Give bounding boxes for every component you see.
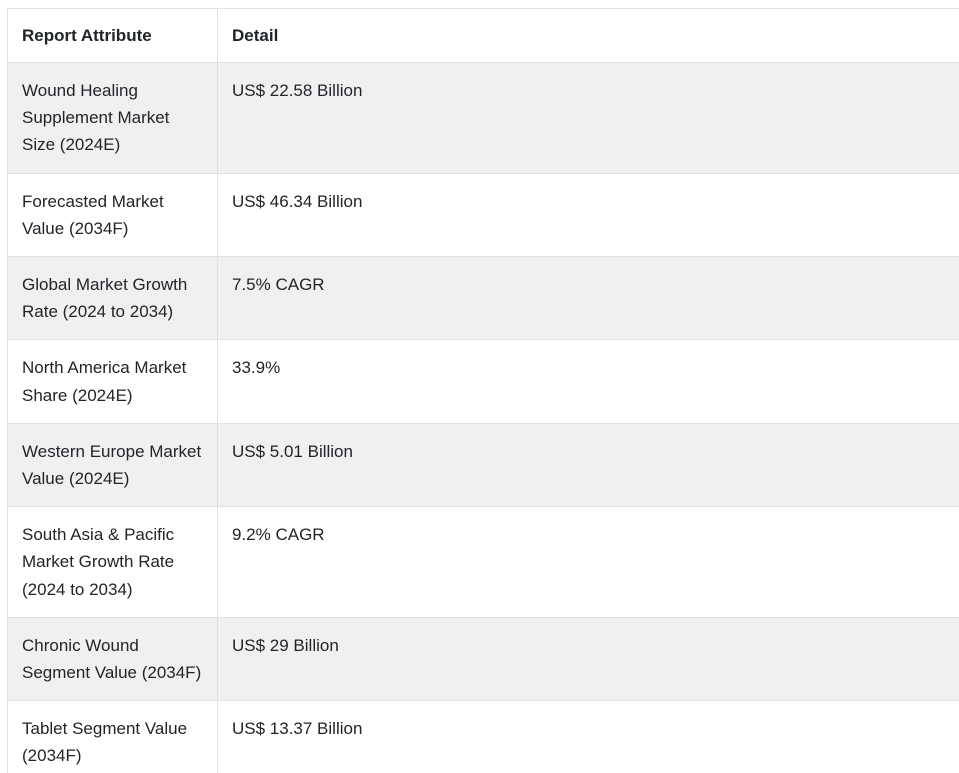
attribute-cell: Forecasted Market Value (2034F) bbox=[7, 173, 218, 258]
table-row: Chronic Wound Segment Value (2034F) US$ 2… bbox=[7, 617, 959, 702]
attribute-cell: Global Market Growth Rate (2024 to 2034) bbox=[7, 256, 218, 341]
table-header: Report Attribute Detail bbox=[7, 8, 959, 63]
detail-cell: 7.5% CAGR bbox=[217, 256, 959, 341]
header-row: Report Attribute Detail bbox=[7, 8, 959, 63]
table-row: North America Market Share (2024E) 33.9% bbox=[7, 339, 959, 424]
detail-cell: US$ 46.34 Billion bbox=[217, 173, 959, 258]
detail-cell: US$ 5.01 Billion bbox=[217, 423, 959, 508]
detail-cell: 33.9% bbox=[217, 339, 959, 424]
report-summary-table: Report Attribute Detail Wound Healing Su… bbox=[7, 8, 959, 773]
attribute-cell: Chronic Wound Segment Value (2034F) bbox=[7, 617, 218, 702]
attribute-cell: Western Europe Market Value (2024E) bbox=[7, 423, 218, 508]
report-summary-container: Report Attribute Detail Wound Healing Su… bbox=[7, 8, 959, 773]
table-row: Western Europe Market Value (2024E) US$ 5… bbox=[7, 423, 959, 508]
attribute-cell: Tablet Segment Value (2034F) bbox=[7, 700, 218, 773]
column-header-detail: Detail bbox=[217, 8, 959, 63]
attribute-cell: South Asia & Pacific Market Growth Rate … bbox=[7, 506, 218, 618]
attribute-cell: Wound Healing Supplement Market Size (20… bbox=[7, 62, 218, 174]
table-row: Wound Healing Supplement Market Size (20… bbox=[7, 62, 959, 174]
detail-cell: 9.2% CAGR bbox=[217, 506, 959, 618]
table-row: South Asia & Pacific Market Growth Rate … bbox=[7, 506, 959, 618]
detail-cell: US$ 29 Billion bbox=[217, 617, 959, 702]
attribute-cell: North America Market Share (2024E) bbox=[7, 339, 218, 424]
column-header-report-attribute: Report Attribute bbox=[7, 8, 218, 63]
detail-cell: US$ 13.37 Billion bbox=[217, 700, 959, 773]
table-row: Forecasted Market Value (2034F) US$ 46.34… bbox=[7, 173, 959, 258]
table-body: Wound Healing Supplement Market Size (20… bbox=[7, 62, 959, 773]
detail-cell: US$ 22.58 Billion bbox=[217, 62, 959, 174]
table-row: Global Market Growth Rate (2024 to 2034)… bbox=[7, 256, 959, 341]
table-row: Tablet Segment Value (2034F) US$ 13.37 Bi… bbox=[7, 700, 959, 773]
